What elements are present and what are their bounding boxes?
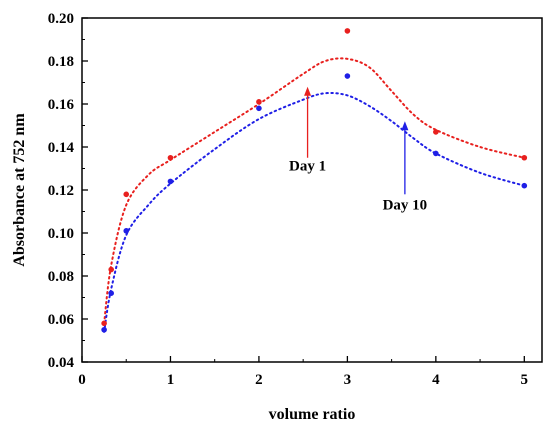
data-point-series-2 xyxy=(167,178,174,185)
y-tick-label: 0.18 xyxy=(48,54,74,70)
y-tick-label: 0.08 xyxy=(48,269,74,285)
y-axis-label: Absorbance at 752 nm xyxy=(11,113,28,267)
x-axis-label: volume ratio xyxy=(269,406,356,423)
annotation-label: Day 1 xyxy=(289,159,326,175)
data-point-series-1 xyxy=(123,191,130,198)
data-point-series-2 xyxy=(521,182,528,189)
data-point-series-1 xyxy=(108,266,114,273)
data-point-series-2 xyxy=(101,326,107,333)
data-point-series-2 xyxy=(123,228,130,234)
fit-curve-1 xyxy=(103,57,526,325)
data-points xyxy=(101,28,528,333)
annotations: Day 1 Day 10 xyxy=(289,86,428,213)
x-tick-label: 1 xyxy=(167,372,175,388)
plot-frame xyxy=(81,17,543,363)
data-point-series-1 xyxy=(101,320,107,327)
arrow-head xyxy=(304,86,312,96)
fit-curve-2 xyxy=(103,91,526,333)
data-point-series-2 xyxy=(344,73,351,79)
y-tick-label: 0.04 xyxy=(48,355,75,371)
y-tick-label: 0.20 xyxy=(48,11,74,27)
data-point-series-1 xyxy=(344,28,351,34)
y-tick-label: 0.12 xyxy=(48,183,74,199)
x-tick-label: 4 xyxy=(432,372,440,388)
fit-curves xyxy=(103,57,526,333)
data-point-series-2 xyxy=(433,150,439,157)
arrow-head xyxy=(401,121,409,131)
y-tick-label: 0.06 xyxy=(48,312,75,328)
annotation-label: Day 10 xyxy=(383,197,428,213)
data-point-series-1 xyxy=(433,129,439,135)
axis-ticks: 0 1 2 3 4 5 0.04 0.06 0.08 0.10 0.12 0.14 0.16 0.18 0.… xyxy=(48,11,528,388)
x-tick-label: 5 xyxy=(521,372,529,388)
x-tick-label: 2 xyxy=(255,372,263,388)
data-point-series-1 xyxy=(167,154,174,161)
y-tick-label: 0.16 xyxy=(48,97,75,113)
y-tick-label: 0.14 xyxy=(48,140,75,156)
y-tick-label: 0.10 xyxy=(48,226,74,242)
data-point-series-1 xyxy=(521,154,528,161)
x-tick-label: 3 xyxy=(344,372,352,388)
data-point-series-2 xyxy=(108,290,114,297)
x-tick-label: 0 xyxy=(78,372,86,388)
data-point-series-2 xyxy=(256,105,262,112)
data-point-series-1 xyxy=(256,99,262,105)
